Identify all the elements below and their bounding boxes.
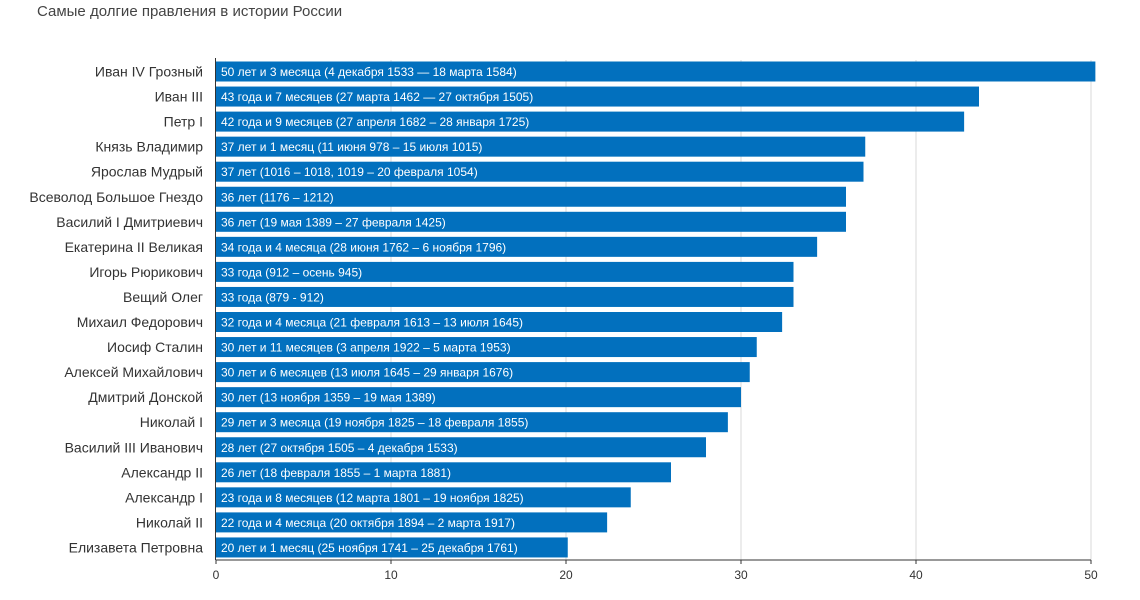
bar-label: 30 лет и 6 месяцев (13 июля 1645 – 29 ян…: [221, 366, 513, 380]
bar-label: 50 лет и 3 месяца (4 декабря 1533 — 18 м…: [221, 65, 517, 79]
category-label: Ярослав Мудрый: [91, 164, 203, 180]
category-label: Дмитрий Донской: [88, 389, 203, 405]
bar-label: 36 лет (1176 – 1212): [221, 190, 334, 204]
bar-label: 23 года и 8 месяцев (12 марта 1801 – 19 …: [221, 491, 524, 505]
category-label: Михаил Федорович: [77, 314, 203, 330]
category-label: Александр I: [125, 489, 203, 505]
bar: [216, 111, 965, 132]
grid-lines: [390, 60, 1092, 560]
bar: [216, 312, 783, 332]
category-label: Николай II: [136, 514, 203, 530]
bar-label: 43 года и 7 месяцев (27 марта 1462 — 27 …: [221, 90, 533, 104]
category-label: Иосиф Сталин: [107, 339, 203, 355]
x-tick-label: 50: [1084, 568, 1098, 582]
category-label: Алексей Михайлович: [64, 364, 203, 380]
bar-label: 28 лет (27 октября 1505 – 4 декабря 1533…: [221, 441, 458, 455]
bar-label: 34 года и 4 месяца (28 июня 1762 – 6 ноя…: [221, 240, 506, 254]
bar-label: 22 года и 4 месяца (20 октября 1894 – 2 …: [221, 516, 515, 530]
bar-label: 29 лет и 3 месяца (19 ноября 1825 – 18 ф…: [221, 416, 528, 430]
category-label: Князь Владимир: [95, 139, 203, 155]
bar-label: 37 лет и 1 месяц (11 июня 978 – 15 июля …: [221, 140, 482, 154]
category-label: Екатерина II Великая: [65, 239, 203, 255]
bar: [216, 387, 741, 408]
category-label: Иван IV Грозный: [95, 64, 203, 80]
bar-label: 20 лет и 1 месяц (25 ноября 1741 – 25 де…: [221, 541, 518, 555]
bar: [216, 161, 864, 182]
x-tick-label: 0: [213, 568, 220, 582]
bar: [216, 211, 846, 232]
bar-label: 37 лет (1016 – 1018, 1019 – 20 февраля 1…: [221, 165, 478, 179]
category-label: Иван III: [155, 89, 203, 105]
category-label: Петр I: [164, 114, 203, 130]
bar-label: 33 года (879 - 912): [221, 290, 324, 304]
bar: [216, 337, 757, 358]
bar: [216, 462, 671, 483]
bar: [216, 86, 979, 107]
bar: [216, 61, 1096, 82]
bar: [216, 261, 794, 282]
category-label: Александр II: [121, 464, 203, 480]
category-label: Елизавета Петровна: [69, 539, 204, 555]
bar: [216, 437, 706, 458]
bar: [216, 512, 608, 533]
x-tick-label: 40: [909, 568, 923, 582]
bar: [216, 487, 631, 508]
category-label: Василий I Дмитриевич: [56, 214, 203, 230]
bar: [216, 412, 728, 433]
bar-label: 26 лет (18 февраля 1855 – 1 марта 1881): [221, 466, 451, 480]
x-tick-label: 20: [559, 568, 573, 582]
bar-label: 32 года и 4 месяца (21 февраля 1613 – 13…: [221, 316, 523, 330]
category-label: Николай I: [140, 414, 203, 430]
x-tick-label: 30: [734, 568, 748, 582]
bars: 50 лет и 3 месяца (4 декабря 1533 — 18 м…: [216, 61, 1096, 558]
category-label: Вещий Олег: [123, 289, 203, 305]
category-label: Игорь Рюрикович: [89, 264, 203, 280]
bar-label: 42 года и 9 месяцев (27 апреля 1682 – 28…: [221, 115, 529, 129]
bar: [216, 286, 794, 307]
bar-label: 30 лет и 11 месяцев (3 апреля 1922 – 5 м…: [221, 341, 511, 355]
bar: [216, 186, 846, 207]
chart-title: Самые долгие правления в истории России: [37, 3, 343, 20]
category-label: Всеволод Большое Гнездо: [29, 189, 203, 205]
x-tick-label: 10: [384, 568, 398, 582]
bar-label: 33 года (912 – осень 945): [221, 265, 362, 279]
bar-label: 36 лет (19 мая 1389 – 27 февраля 1425): [221, 215, 446, 229]
category-label: Василий III Иванович: [65, 439, 203, 455]
bar: [216, 136, 866, 157]
bar: [216, 236, 818, 257]
bar: [216, 537, 568, 558]
bar: [216, 362, 750, 383]
axes: 0 10 20 30 40 50 Иван IV Грозный Иван III Петр I…: [29, 58, 1098, 582]
bar-label: 30 лет (13 ноября 1359 – 19 мая 1389): [221, 391, 436, 405]
